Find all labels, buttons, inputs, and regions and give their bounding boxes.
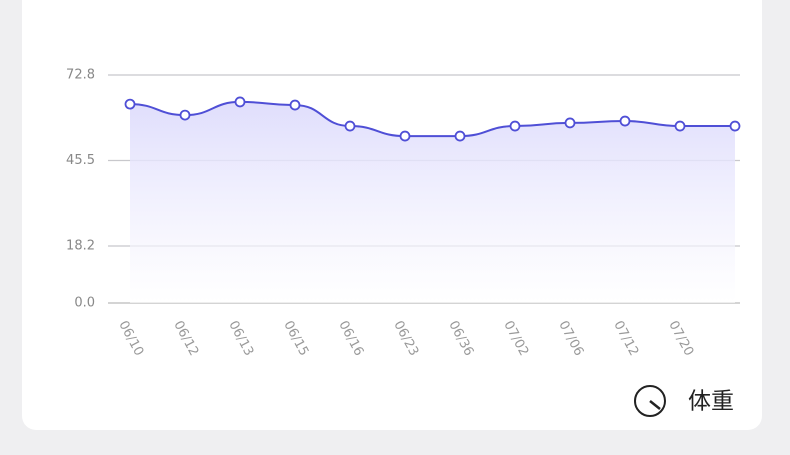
- point: [344, 120, 356, 132]
- point: [399, 130, 411, 142]
- x-tick-label: 06/16: [335, 318, 366, 358]
- x-tick-label: 06/10: [115, 318, 146, 358]
- x-tick-label: 07/12: [610, 318, 641, 358]
- point: [509, 120, 521, 132]
- area: [130, 101, 735, 303]
- y-tick-label: 72.8: [66, 68, 95, 83]
- legend-label: 体重: [688, 389, 734, 415]
- point: [674, 120, 686, 132]
- x-tick-label: 07/20: [665, 318, 696, 358]
- x-tick-label: 06/36: [445, 318, 476, 358]
- y-tick-label: 45.5: [66, 153, 95, 168]
- point: [289, 99, 301, 111]
- x-tick-label: 07/02: [500, 318, 531, 358]
- point: [124, 98, 136, 110]
- x-tick-label: 06/23: [390, 318, 421, 358]
- y-tick-label: 18.2: [66, 239, 95, 254]
- y-tick-label: 0.0: [74, 296, 95, 311]
- legend-icon: [634, 385, 666, 417]
- x-tick-label: 06/12: [170, 318, 201, 358]
- x-tick-label: 07/06: [555, 318, 586, 358]
- point: [729, 120, 741, 132]
- point: [454, 130, 466, 142]
- point: [234, 96, 246, 108]
- point: [179, 109, 191, 121]
- point: [619, 115, 631, 127]
- x-tick-label: 06/13: [225, 318, 256, 358]
- x-tick-label: 06/15: [280, 318, 311, 358]
- legend-icon-needle: [649, 400, 661, 410]
- point: [564, 117, 576, 129]
- legend: 体重: [634, 385, 734, 417]
